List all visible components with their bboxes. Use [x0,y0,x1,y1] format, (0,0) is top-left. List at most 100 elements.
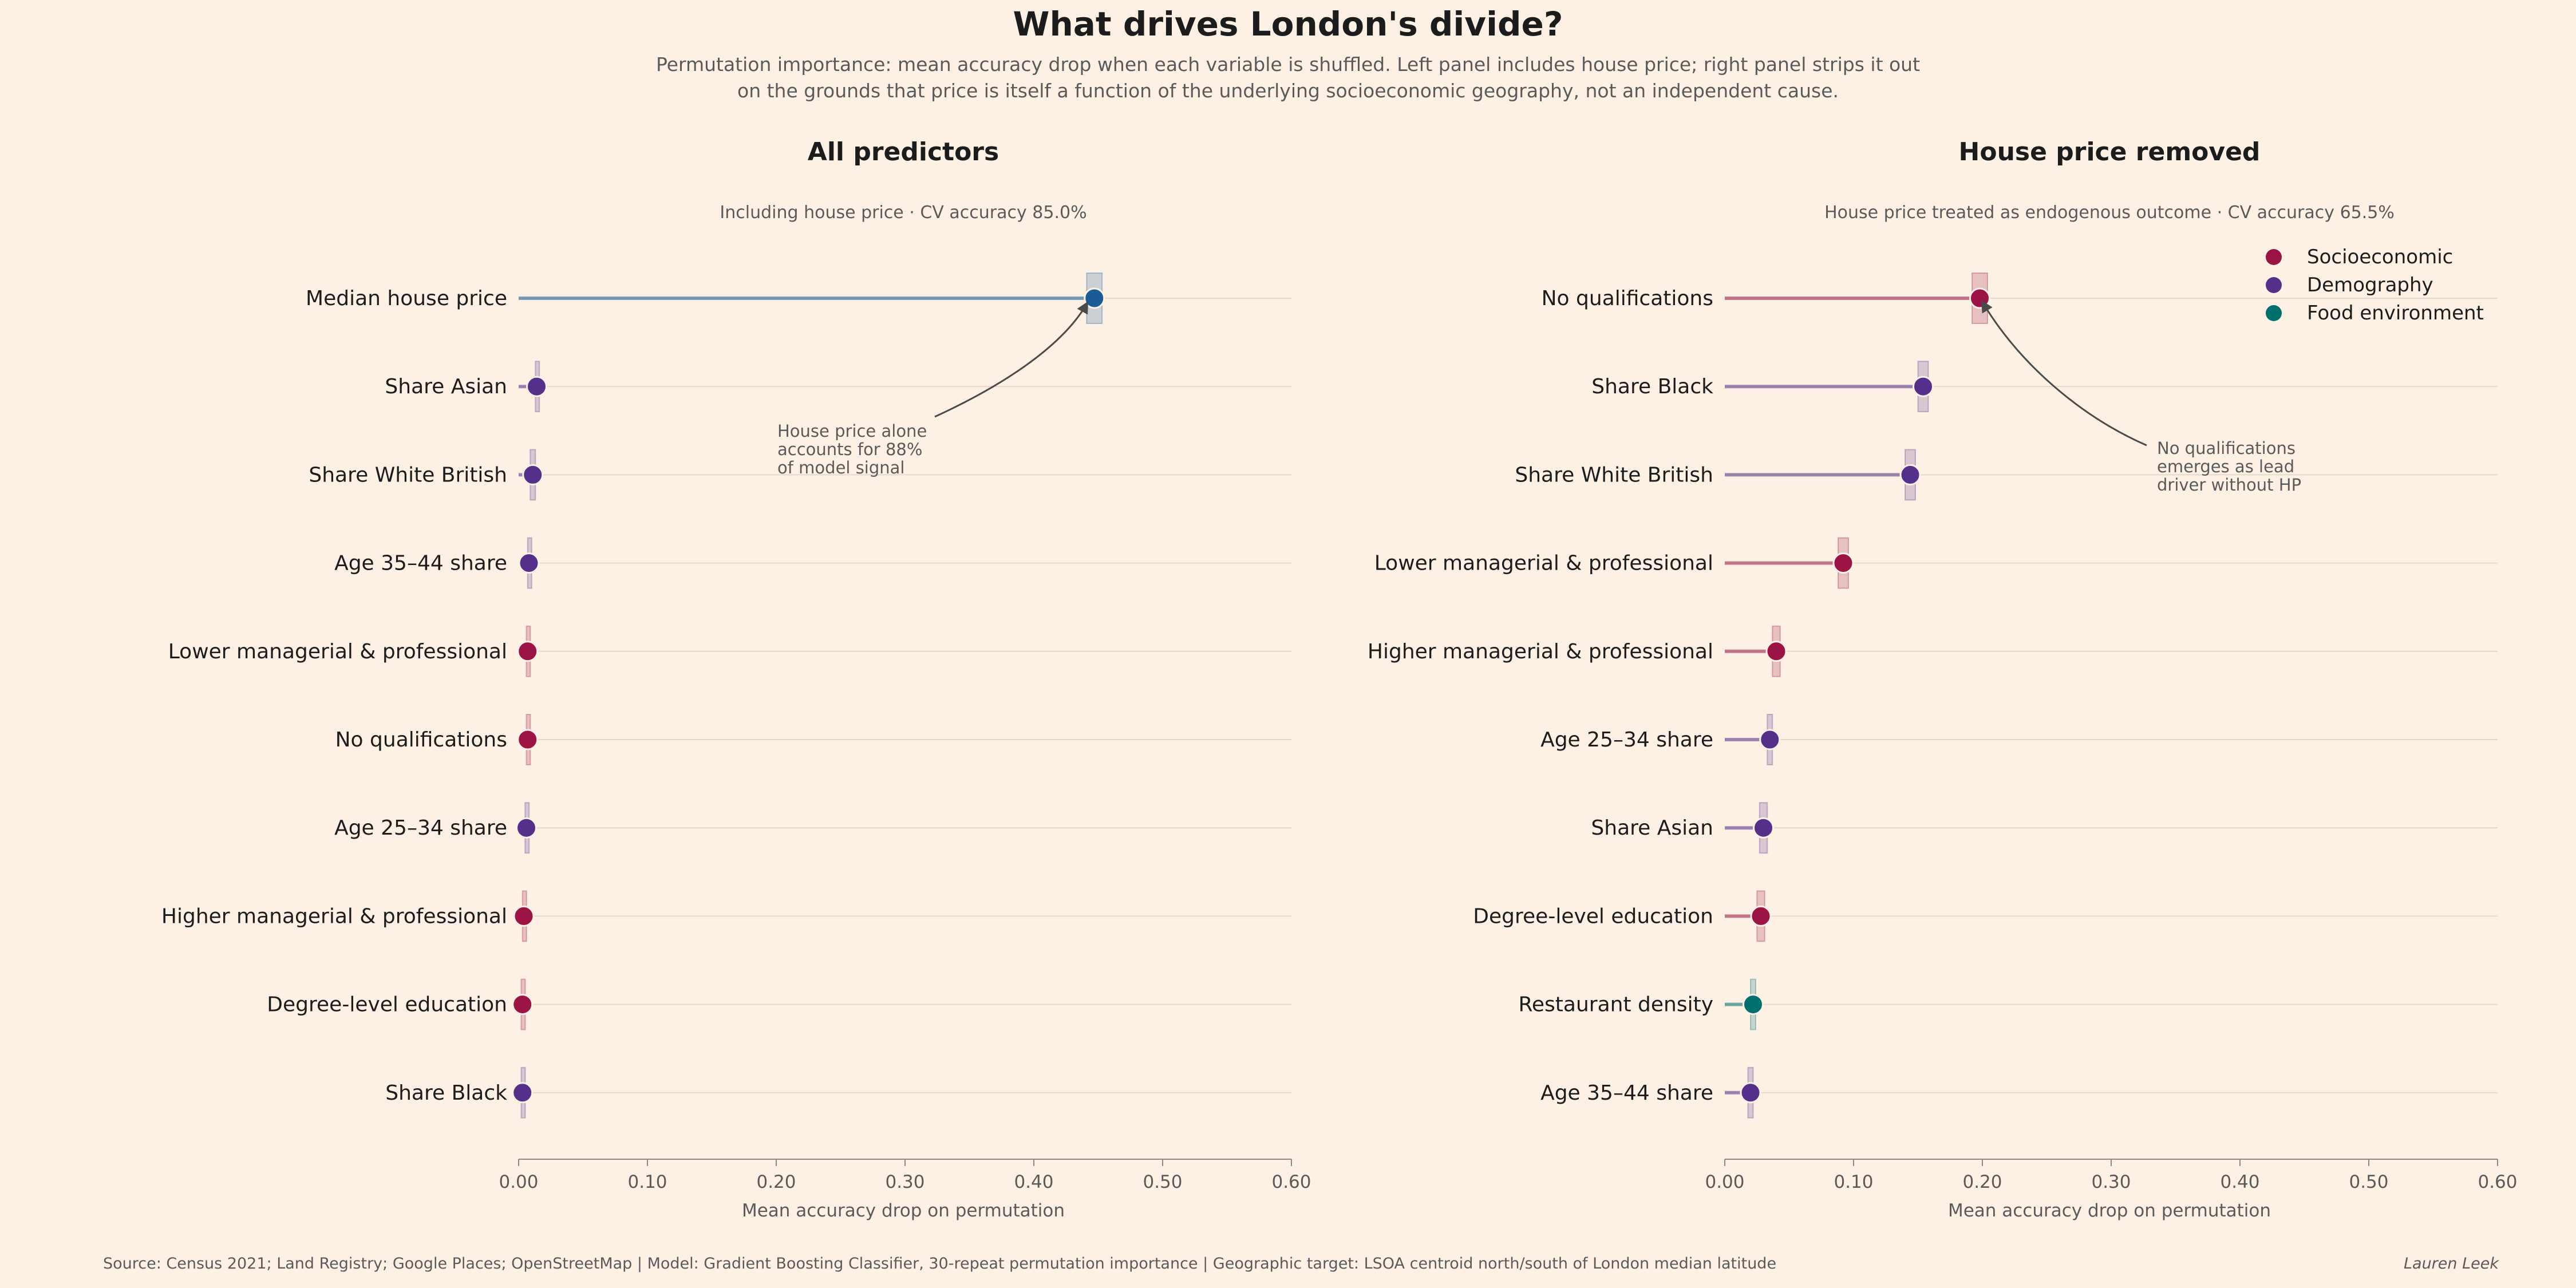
category-label: Share White British [309,463,507,487]
annotation-line: accounts for 88% [777,440,922,459]
category-label: Share White British [1515,463,1713,487]
annotation-text: No qualifications emerges as lead driver w… [2157,438,2301,495]
legend-label: Socioeconomic [2307,246,2453,268]
panel-title: All predictors [808,137,999,167]
x-tick-label: 0.60 [1271,1172,1311,1192]
data-point [1743,994,1764,1016]
row-lower-managerial-professional: Lower managerial & professional [168,625,539,677]
x-tick-label: 0.50 [2349,1172,2388,1192]
category-label: Age 35–44 share [334,552,507,575]
row-restaurant-density: Restaurant density [1518,978,1764,1030]
row-age-35-44-share: Age 35–44 share [334,537,540,589]
legend-item-food-environment: Food environment [2266,302,2484,325]
x-tick-label: 0.00 [499,1172,538,1192]
data-point [1832,552,1854,574]
category-label: Restaurant density [1518,993,1713,1017]
x-tick-label: 0.30 [2091,1172,2131,1192]
data-point [1750,905,1772,927]
category-label: Share Black [385,1081,507,1105]
panel-subtitle: Including house price · CV accuracy 85.0… [720,203,1086,223]
category-label: Median house price [306,287,507,310]
plot-area: 0.00 0.10 0.20 0.30 0.40 0.50 0.60 Median house… [161,272,1311,1192]
chart-title: What drives London's divide? [1013,5,1563,44]
category-label: Age 25–34 share [334,816,507,840]
legend-marker [2266,249,2282,265]
x-tick-label: 0.10 [1834,1172,1873,1192]
annotation: House price alone accounts for 88% of mode… [777,301,1089,477]
data-point [516,817,537,839]
data-point [1765,641,1787,662]
panel-subtitle: House price treated as endogenous outcom… [1824,203,2395,223]
data-point [1969,287,1990,309]
data-point [513,905,535,927]
category-label: Degree-level education [267,993,507,1017]
annotation-line: No qualifications [2157,438,2296,458]
data-point [1899,464,1921,485]
category-label: Degree-level education [1473,904,1713,928]
category-label: Lower managerial & professional [1374,552,1713,575]
data-point [1740,1082,1761,1104]
row-share-asian: Share Asian [385,361,547,413]
data-point [512,994,534,1016]
panel-title: House price removed [1959,137,2261,167]
chart-subtitle-line-2: on the grounds that price is itself a fu… [737,80,1839,102]
data-point [1084,287,1105,309]
x-axis-label: Mean accuracy drop on permutation [742,1200,1065,1221]
annotation-text: House price alone accounts for 88% of mode… [777,421,927,477]
annotation-line: emerges as lead [2157,457,2294,476]
category-label: Higher managerial & professional [161,904,507,928]
x-tick-label: 0.30 [885,1172,924,1192]
annotation: No qualifications emerges as lead driver w… [1981,300,2301,495]
category-label: Share Black [1591,375,1713,398]
x-axis-label: Mean accuracy drop on permutation [1948,1200,2271,1221]
row-share-white-british: Share White British [309,449,544,501]
row-share-asian: Share Asian [1591,802,1774,854]
row-higher-managerial-professional: Higher managerial & professional [1368,625,1787,677]
annotation-line: House price alone [777,421,927,441]
data-point [1759,729,1781,750]
x-tick-label: 0.60 [2478,1172,2517,1192]
category-label: Higher managerial & professional [1368,640,1713,663]
data-point [1913,376,1934,397]
category-label: Lower managerial & professional [168,640,507,663]
row-share-black: Share Black [1591,361,1934,413]
row-no-qualifications: No qualifications [335,714,539,765]
row-share-black: Share Black [385,1066,534,1119]
row-lower-managerial-professional: Lower managerial & professional [1374,537,1854,589]
category-label: No qualifications [1542,287,1713,310]
row-share-white-british: Share White British [1515,449,1921,501]
x-tick-label: 0.00 [1705,1172,1744,1192]
category-label: Age 25–34 share [1540,728,1713,752]
data-point [526,376,547,397]
data-point [522,464,544,485]
x-tick-label: 0.20 [756,1172,796,1192]
row-degree-level-education: Degree-level education [267,978,534,1030]
data-point [517,641,539,662]
legend-label: Food environment [2307,302,2484,325]
chart-subtitle-line-1: Permutation importance: mean accuracy dr… [656,53,1920,76]
data-point [512,1082,534,1104]
x-tick-label: 0.40 [1014,1172,1053,1192]
data-point [517,729,539,750]
data-point [1753,817,1774,839]
row-age-25-34-share: Age 25–34 share [1540,714,1781,765]
category-label: No qualifications [335,728,507,752]
row-age-35-44-share: Age 35–44 share [1540,1066,1761,1119]
legend-label: Demography [2307,274,2433,297]
panel-house-price-removed: House price removed House price treated … [1368,137,2518,1221]
legend-marker [2266,277,2282,293]
x-tick-label: 0.50 [1143,1172,1182,1192]
legend: Socioeconomic Demography Food environmen… [2266,246,2484,325]
x-tick-label: 0.20 [1962,1172,2002,1192]
legend-marker [2266,305,2282,321]
row-degree-level-education: Degree-level education [1473,890,1772,942]
author-credit: Lauren Leek [2404,1255,2499,1273]
x-tick-label: 0.40 [2220,1172,2259,1192]
row-age-25-34-share: Age 25–34 share [334,802,537,854]
plot-area: 0.00 0.10 0.20 0.30 0.40 0.50 0.60 No qualifica… [1368,272,2518,1192]
category-label: Age 35–44 share [1540,1081,1713,1105]
annotation-line: of model signal [777,458,904,477]
category-label: Share Asian [1591,816,1713,840]
source-note: Source: Census 2021; Land Registry; Goog… [103,1255,1776,1273]
